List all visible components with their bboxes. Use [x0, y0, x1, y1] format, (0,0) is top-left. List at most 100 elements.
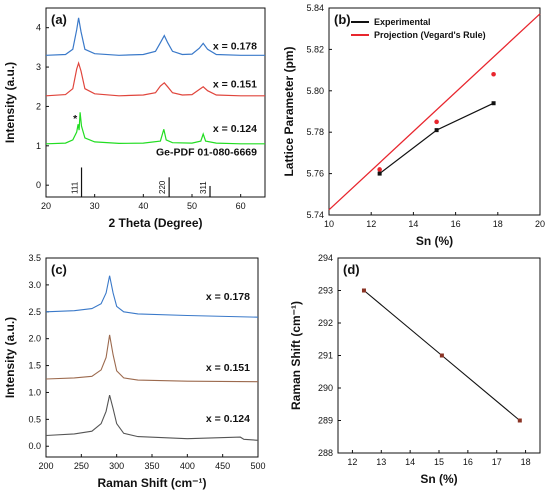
x-tick-label: 50	[187, 201, 197, 211]
y-tick-label: 4	[36, 23, 41, 33]
y-axis-label: Raman Shift (cm⁻¹)	[289, 301, 303, 410]
x-axis-label: Sn (%)	[420, 472, 457, 486]
series-label: x = 0.178	[213, 40, 257, 52]
series-label: x = 0.151	[206, 362, 250, 374]
reference-peak-label: 220	[158, 180, 167, 194]
panel-label: (c)	[51, 262, 67, 277]
experimental-point	[434, 128, 439, 133]
raman-shift-point	[517, 418, 522, 423]
projection-point	[434, 119, 439, 125]
y-axis-label: Intensity (a.u.)	[3, 62, 17, 143]
x-axis-label: Raman Shift (cm⁻¹)	[97, 476, 206, 490]
projection-point	[491, 71, 496, 77]
y-tick-label: 1.0	[28, 387, 41, 397]
y-tick-label: 288	[318, 448, 333, 458]
experimental-line	[379, 102, 494, 175]
raman-shift-point	[361, 288, 366, 293]
series-line-brown	[45, 334, 259, 383]
series-label: x = 0.124	[206, 413, 250, 425]
x-tick-label: 13	[376, 457, 386, 467]
asterisk-annotation: *	[73, 113, 78, 125]
panel-a: 20 30 40 50 60 0 1 2 3 4 2 Theta (Degree) Intensity…	[3, 7, 266, 230]
x-tick-label: 300	[109, 461, 124, 471]
plot-frame	[45, 257, 259, 458]
panel-label: (a)	[51, 12, 67, 27]
y-tick-label: 3.0	[28, 280, 41, 290]
plot-frame	[328, 7, 541, 216]
y-tick-label: 293	[318, 286, 333, 296]
panel-c: 200 250 300 350 400 450 500 0.0 0.5 1.0 1.5 2.0 2.5 3…	[3, 253, 266, 490]
x-tick-label: 350	[144, 461, 159, 471]
panel-label: (b)	[334, 12, 351, 27]
raman-shift-point	[439, 353, 444, 358]
x-axis-label: Sn (%)	[416, 234, 453, 248]
x-tick-label: 400	[180, 461, 195, 471]
x-tick-label: 16	[451, 219, 461, 229]
y-tick-label: 0	[36, 180, 41, 190]
x-tick-label: 10	[324, 219, 334, 229]
x-tick-label: 12	[347, 457, 357, 467]
y-tick-label: 5.82	[306, 44, 324, 54]
experimental-point	[491, 101, 496, 106]
y-tick-label: 0.5	[28, 414, 41, 424]
legend-label-projection: Projection (Vegard's Rule)	[374, 30, 486, 40]
x-tick-label: 200	[38, 461, 53, 471]
y-tick-label: 292	[318, 318, 333, 328]
x-tick-label: 20	[41, 201, 51, 211]
x-tick-label: 500	[250, 461, 265, 471]
series-line-blue	[45, 17, 265, 56]
x-tick-label: 18	[521, 457, 531, 467]
y-tick-label: 5.74	[306, 210, 324, 220]
y-axis-label: Lattice Parameter (pm)	[282, 46, 296, 176]
y-tick-label: 1	[36, 141, 41, 151]
x-tick-label: 12	[366, 219, 376, 229]
projection-point	[377, 167, 382, 172]
y-tick-label: 291	[318, 351, 333, 361]
series-line-red	[45, 61, 265, 97]
y-tick-label: 290	[318, 383, 333, 393]
y-tick-label: 0.0	[28, 441, 41, 451]
projection-line	[328, 13, 541, 211]
y-tick-label: 289	[318, 416, 333, 426]
series-label: x = 0.178	[206, 291, 250, 303]
plot-frame	[337, 257, 541, 454]
x-tick-label: 14	[405, 457, 415, 467]
x-tick-label: 450	[215, 461, 230, 471]
y-tick-label: 5.76	[306, 169, 324, 179]
y-tick-label: 5.80	[306, 86, 324, 96]
x-tick-label: 16	[463, 457, 473, 467]
legend-label-experimental: Experimental	[374, 17, 431, 27]
x-tick-label: 60	[236, 201, 246, 211]
panel-d: 12 13 14 15 16 17 18 288 289 290 291 292 293 294 Sn (%…	[289, 253, 541, 486]
y-axis-label: Intensity (a.u.)	[3, 317, 17, 398]
y-tick-label: 3	[36, 62, 41, 72]
x-tick-label: 250	[74, 461, 89, 471]
x-tick-label: 30	[90, 201, 100, 211]
x-tick-label: 40	[138, 201, 148, 211]
plot-frame	[45, 7, 266, 198]
series-line-gray	[45, 394, 259, 441]
x-axis-label: 2 Theta (Degree)	[108, 216, 202, 230]
x-tick-label: 17	[492, 457, 502, 467]
series-label: x = 0.151	[213, 78, 257, 90]
y-tick-label: 2.0	[28, 334, 41, 344]
y-tick-label: 2.5	[28, 307, 41, 317]
y-tick-label: 5.84	[306, 3, 324, 13]
y-tick-label: 2	[36, 101, 41, 111]
y-tick-label: 3.5	[28, 253, 41, 263]
experimental-point	[377, 171, 382, 176]
series-line-blue	[45, 275, 259, 318]
series-label: x = 0.124	[213, 123, 257, 135]
x-tick-label: 18	[493, 219, 503, 229]
y-tick-label: 5.78	[306, 127, 324, 137]
series-line-green	[45, 112, 265, 145]
panel-b: 10 12 14 16 18 20 5.74 5.76 5.78 5.80 5.82 5.84 Sn (…	[282, 3, 545, 248]
x-tick-label: 15	[434, 457, 444, 467]
x-tick-label: 20	[535, 219, 545, 229]
reference-peak-label: 311	[199, 181, 208, 194]
reference-peak-label: 111	[71, 181, 80, 194]
y-tick-label: 294	[318, 253, 333, 263]
y-tick-label: 1.5	[28, 361, 41, 371]
reference-label: Ge-PDF 01-080-6669	[156, 147, 257, 159]
